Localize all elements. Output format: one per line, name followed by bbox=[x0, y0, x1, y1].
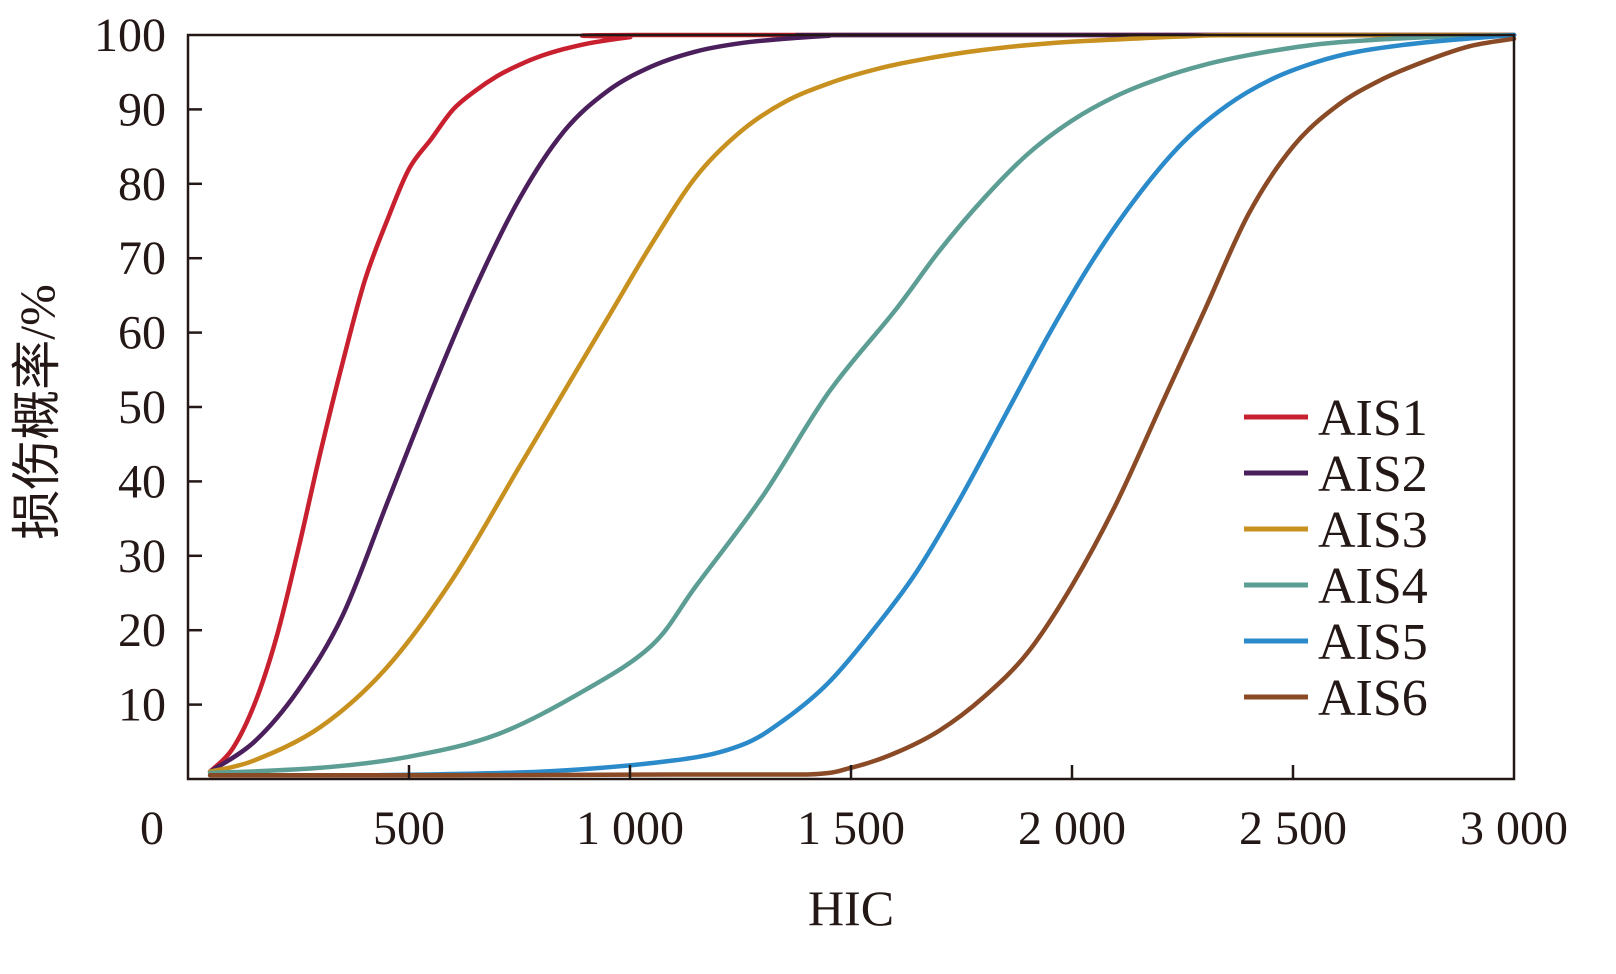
x-axis-label: HIC bbox=[808, 880, 894, 936]
x-tick-label: 0 bbox=[140, 802, 164, 855]
y-tick-label: 10 bbox=[118, 679, 166, 732]
series-line-ais4 bbox=[207, 32, 1517, 776]
legend-label-ais2: AIS2 bbox=[1318, 446, 1428, 503]
legend-label-ais5: AIS5 bbox=[1318, 614, 1428, 671]
x-tick-label: 1 500 bbox=[797, 802, 905, 855]
x-tick-label: 500 bbox=[373, 802, 445, 855]
x-tick-label: 1 000 bbox=[576, 802, 684, 855]
y-tick-label: 50 bbox=[118, 381, 166, 434]
y-tick-label: 20 bbox=[118, 604, 166, 657]
y-tick-label: 30 bbox=[118, 530, 166, 583]
series-line-ais5 bbox=[207, 32, 1517, 778]
legend-label-ais1: AIS1 bbox=[1318, 390, 1428, 447]
x-tick-label: 3 000 bbox=[1460, 802, 1568, 855]
y-tick-label: 40 bbox=[118, 455, 166, 508]
legend-label-ais6: AIS6 bbox=[1318, 670, 1428, 727]
x-tick-label: 2 500 bbox=[1239, 802, 1347, 855]
y-tick-label: 90 bbox=[118, 83, 166, 136]
y-tick-label: 60 bbox=[118, 307, 166, 360]
legend-label-ais4: AIS4 bbox=[1318, 558, 1428, 615]
legend-label-ais3: AIS3 bbox=[1318, 502, 1428, 559]
series-line-ais6 bbox=[207, 36, 1517, 778]
y-tick-label: 70 bbox=[118, 232, 166, 285]
y-axis-label: 损伤概率/% bbox=[9, 284, 65, 540]
y-tick-label: 80 bbox=[118, 158, 166, 211]
y-tick-label: 100 bbox=[94, 9, 166, 62]
ticks-layer: 0 500 1 000 1 500 2 000 2 500 3 000 10 20 30 40 50 6… bbox=[94, 9, 1568, 855]
series-line-ais3 bbox=[207, 32, 1517, 774]
x-tick-label: 2 000 bbox=[1018, 802, 1126, 855]
